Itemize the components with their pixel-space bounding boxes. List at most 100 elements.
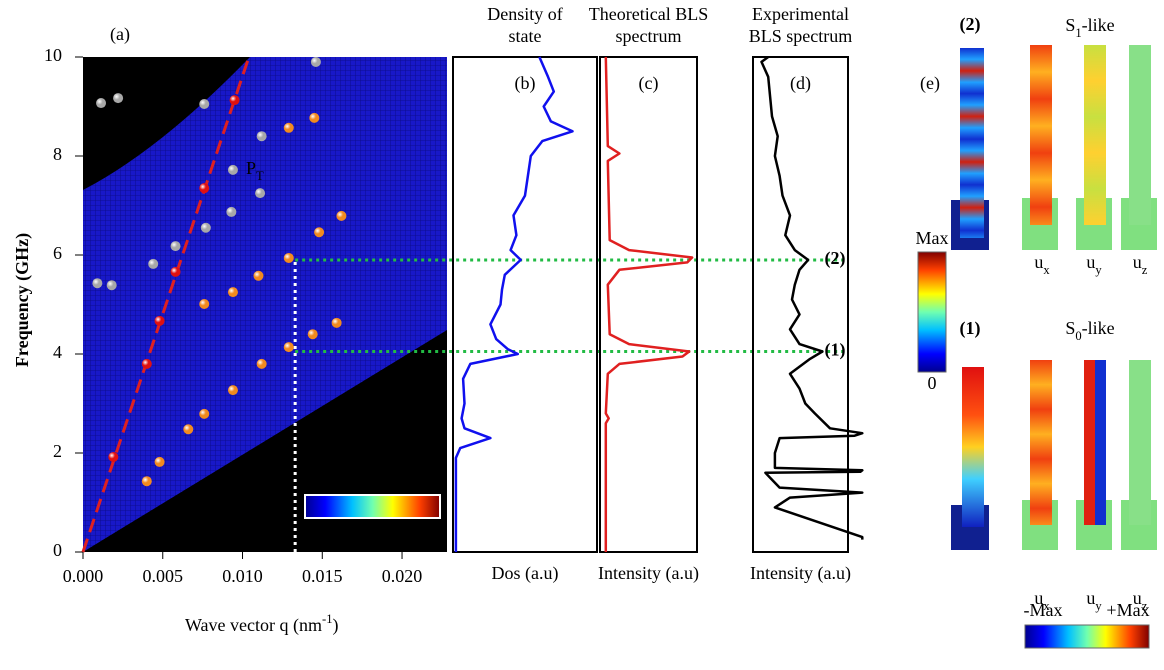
component-label: uy bbox=[1086, 588, 1102, 613]
data-point bbox=[154, 456, 165, 467]
component-label-part: x bbox=[1043, 599, 1050, 613]
data-point bbox=[255, 188, 266, 199]
y-tick-label: 8 bbox=[53, 144, 62, 164]
panel-frame bbox=[599, 56, 698, 553]
component-label-part: x bbox=[1043, 263, 1050, 277]
mode-title-part: 1 bbox=[1075, 26, 1081, 40]
panel-label: (b) bbox=[515, 73, 536, 94]
data-point bbox=[92, 278, 103, 289]
component-label: uy bbox=[1086, 252, 1102, 277]
mode-title-part: S bbox=[1065, 318, 1075, 338]
data-point bbox=[227, 385, 238, 396]
data-point bbox=[253, 270, 264, 281]
colorbar-label: 0 bbox=[928, 373, 937, 393]
data-point bbox=[141, 476, 152, 487]
data-point bbox=[96, 98, 107, 109]
component-label-part: u bbox=[1034, 588, 1043, 608]
plate bbox=[1129, 360, 1151, 525]
mode-shapes bbox=[917, 45, 1157, 649]
data-point bbox=[283, 342, 294, 353]
mode-title-part: 0 bbox=[1075, 329, 1081, 343]
y-axis-title: Frequency (GHz) bbox=[12, 233, 33, 367]
x-tick-label: 0.015 bbox=[302, 566, 343, 586]
component-label-part: z bbox=[1142, 263, 1148, 277]
component-label: uz bbox=[1133, 252, 1148, 277]
data-point bbox=[141, 358, 152, 369]
plate bbox=[1084, 45, 1106, 225]
component-label-part: u bbox=[1133, 588, 1142, 608]
data-point bbox=[113, 93, 124, 104]
x-tick-label: 0.000 bbox=[63, 566, 104, 586]
x-axis-title: Intensity (a.u) bbox=[750, 563, 851, 584]
data-point bbox=[170, 266, 181, 277]
plate bbox=[1129, 45, 1151, 225]
x-axis-title: Dos (a.u) bbox=[492, 563, 559, 584]
data-point bbox=[200, 222, 211, 233]
plate bbox=[1084, 360, 1095, 525]
x-axis-title-part: Wave vector q (nm bbox=[185, 615, 322, 636]
data-point bbox=[199, 183, 210, 194]
x-axis-title: Intensity (a.u) bbox=[598, 563, 699, 584]
component-label: uz bbox=[1133, 588, 1148, 613]
data-point bbox=[331, 317, 342, 328]
data-point bbox=[227, 287, 238, 298]
panel-title: state bbox=[509, 26, 542, 46]
data-point bbox=[154, 315, 165, 326]
colorbar bbox=[1024, 624, 1150, 649]
annotation: PL bbox=[136, 85, 154, 110]
component-label-part: y bbox=[1095, 263, 1102, 277]
panel-label: (d) bbox=[790, 73, 811, 94]
annotation: PT bbox=[246, 158, 264, 183]
x-tick-label: 0.005 bbox=[143, 566, 184, 586]
y-tick-label: 0 bbox=[53, 540, 62, 560]
plate bbox=[960, 48, 984, 238]
panel-label: (e) bbox=[920, 73, 940, 94]
colorbar-label: +Max bbox=[1106, 600, 1149, 620]
annotation-part: L bbox=[146, 96, 154, 110]
spectrum-line bbox=[760, 55, 864, 540]
data-point bbox=[199, 408, 210, 419]
data-point bbox=[183, 424, 194, 435]
plate bbox=[1095, 360, 1106, 525]
spectrum-line bbox=[454, 56, 574, 552]
component-label-part: u bbox=[1086, 588, 1095, 608]
panel-title: Theoretical BLS bbox=[589, 4, 708, 24]
colorbar-label: Min bbox=[308, 522, 338, 542]
x-axis-title-part: ) bbox=[333, 615, 339, 636]
mode-title-part: -like bbox=[1082, 15, 1115, 35]
data-point bbox=[106, 280, 117, 291]
panel-frame bbox=[452, 56, 598, 553]
component-label-part: u bbox=[1086, 252, 1095, 272]
data-point bbox=[307, 329, 318, 340]
data-point bbox=[310, 56, 321, 67]
data-point bbox=[229, 95, 240, 106]
plate bbox=[1030, 360, 1052, 525]
mode-label: (2) bbox=[960, 14, 981, 35]
data-point bbox=[226, 206, 237, 217]
data-point bbox=[227, 164, 238, 175]
component-label-part: y bbox=[1095, 599, 1102, 613]
x-tick-label: 0.020 bbox=[382, 566, 423, 586]
y-tick-label: 10 bbox=[44, 45, 62, 65]
colorbar bbox=[917, 251, 947, 373]
mode-label: (2) bbox=[825, 248, 846, 269]
mode-title-part: -like bbox=[1082, 318, 1115, 338]
data-point bbox=[283, 252, 294, 263]
mode-label: (1) bbox=[825, 340, 846, 361]
colorbar-label: -Max bbox=[1024, 600, 1063, 620]
data-point bbox=[256, 131, 267, 142]
data-point bbox=[199, 299, 210, 310]
colorbar bbox=[304, 494, 441, 519]
panel-frame bbox=[752, 56, 849, 553]
data-point bbox=[170, 241, 181, 252]
x-axis-title-part: -1 bbox=[322, 612, 333, 626]
data-point bbox=[336, 210, 347, 221]
mode-title: S1-like bbox=[1065, 15, 1114, 40]
data-point bbox=[108, 451, 119, 462]
component-label-part: z bbox=[1142, 599, 1148, 613]
panel-title: BLS spectrum bbox=[749, 26, 853, 46]
colorbar-title-part: I bbox=[362, 456, 368, 476]
data-point bbox=[283, 122, 294, 133]
panel-title: Experimental bbox=[752, 4, 849, 24]
